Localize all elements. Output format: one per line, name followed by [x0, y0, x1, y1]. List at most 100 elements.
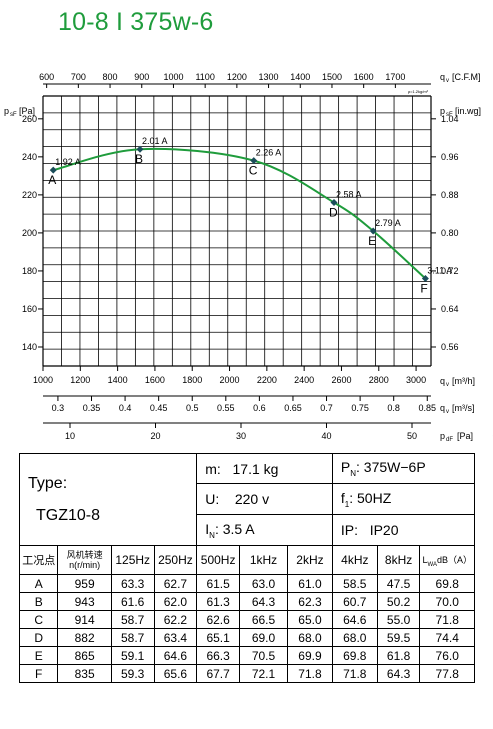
ip-cell: IP: IP20	[331, 514, 476, 546]
table-header-row: 工况点 风机转速 n(r/min) 125Hz 250Hz 500Hz 1kHz…	[18, 545, 475, 575]
table-cell: 50.2	[376, 592, 421, 611]
table-cell: 65.6	[153, 664, 198, 683]
bottom-axis-tick-label: 1400	[108, 375, 128, 385]
table-cell: 61.6	[110, 592, 155, 611]
table-cell: 62.6	[196, 610, 240, 629]
top-axis-tick-label: 1000	[163, 72, 183, 82]
table-cell: 63.0	[238, 574, 289, 593]
table-cell: 71.8	[331, 664, 378, 683]
right-axis-tick-label: 0.72	[441, 266, 459, 276]
operating-point	[421, 275, 429, 283]
top-axis-tick-label: 600	[39, 72, 54, 82]
bottom-axis-tick-label: 2200	[257, 375, 277, 385]
point-current-label: 3.11 A	[427, 266, 452, 276]
m3s-axis-tick-label: 0.7	[320, 403, 333, 413]
top-axis-unit: [C.F.M]	[452, 72, 481, 82]
table-cell: 74.4	[419, 628, 475, 647]
table-cell: 69.9	[287, 646, 333, 665]
table-cell: 835	[57, 664, 112, 683]
table-cell: 66.3	[196, 646, 240, 665]
right-axis-tick-label: 1.04	[441, 114, 459, 124]
table-row: C 914 58.7 62.2 62.6 66.5 65.0 64.6 55.0 71.8	[18, 610, 475, 629]
table-cell: 59.3	[110, 664, 155, 683]
top-axis-tick-label: 1200	[227, 72, 247, 82]
point-current-label: 1.92 A	[55, 157, 81, 167]
top-axis-tick-label: 1500	[322, 72, 342, 82]
pdf-axis-tick-label: 30	[236, 431, 246, 441]
col-header-125hz: 125Hz	[110, 545, 155, 575]
bottom-axis-tick-label: 2000	[220, 375, 240, 385]
point-letter-label: B	[135, 152, 143, 166]
col-header-4khz: 4kHz	[331, 545, 378, 575]
bottom-axis-tick-label: 2600	[331, 375, 351, 385]
m3s-axis-tick-label: 0.8	[387, 403, 400, 413]
col-header-speed-line2: n(r/min)	[69, 560, 101, 570]
voltage-value: 220 v	[234, 491, 270, 507]
top-axis-tick-label: 800	[103, 72, 118, 82]
table-cell: 76.0	[419, 646, 475, 665]
col-header-lwa-main: L	[422, 554, 428, 565]
power-sub: N	[350, 468, 357, 478]
table-cell: 68.0	[287, 628, 333, 647]
table-row: A 959 63.3 62.7 61.5 63.0 61.0 58.5 47.5 69.8	[18, 574, 475, 593]
table-cell: 61.5	[196, 574, 240, 593]
table-cell: 865	[57, 646, 112, 665]
power-cell: PN: 375W−6P	[331, 453, 476, 484]
left-axis-tick-label: 240	[22, 152, 37, 162]
table-cell: 63.3	[110, 574, 155, 593]
col-header-1khz: 1kHz	[238, 545, 289, 575]
type-label: Type:	[28, 474, 68, 492]
left-axis-label-sub: sF	[10, 112, 17, 118]
operating-point	[330, 198, 338, 206]
bottom-axis-tick-label: 2800	[369, 375, 389, 385]
type-cell: Type: TGZ10-8	[18, 453, 198, 546]
point-letter-label: C	[249, 164, 258, 178]
bottom-axis-tick-label: 1600	[145, 375, 165, 385]
row-point-cell: F	[18, 664, 59, 683]
right-axis-tick-label: 0.80	[441, 228, 459, 238]
top-axis-tick-label: 1700	[385, 72, 405, 82]
bottom-axis-label: q	[440, 376, 445, 386]
m3s-axis-tick-label: 0.5	[186, 403, 199, 413]
table-cell: 58.7	[110, 610, 155, 629]
table-cell: 69.0	[238, 628, 289, 647]
bottom-axis-tick-label: 1000	[33, 375, 53, 385]
row-point-cell: A	[18, 574, 59, 593]
current-value: : 3.5 A	[214, 520, 255, 537]
table-cell: 71.8	[419, 610, 475, 629]
table-cell: 69.8	[419, 574, 475, 593]
right-axis-tick-label: 0.56	[441, 342, 459, 352]
point-current-label: 2.79 A	[375, 218, 401, 228]
m3s-axis-unit: [m³/s]	[452, 403, 475, 413]
bottom-axis-tick-label: 1800	[182, 375, 202, 385]
top-axis-tick-label: 700	[71, 72, 86, 82]
frequency-cell: f1: 50HZ	[331, 483, 476, 515]
left-axis-tick-label: 180	[22, 266, 37, 276]
table-cell: 47.5	[376, 574, 421, 593]
spec-table: Type: TGZ10-8 m: 17.1 kg PN: 375W−6P U: …	[18, 453, 476, 683]
table-cell: 66.5	[238, 610, 289, 629]
power-label: P	[340, 459, 351, 476]
left-axis-label: p	[4, 106, 9, 116]
bottom-axis-tick-label: 3000	[406, 375, 426, 385]
table-cell: 882	[57, 628, 112, 647]
row-point-cell: C	[18, 610, 59, 629]
table-cell: 62.3	[287, 592, 333, 611]
row-point-cell: D	[18, 628, 59, 647]
current-cell: IN: 3.5 A	[196, 514, 333, 546]
voltage-label: U:	[205, 491, 220, 507]
point-current-label: 2.26 A	[256, 148, 282, 158]
table-cell: 59.5	[376, 628, 421, 647]
table-row: D 882 58.7 63.4 65.1 69.0 68.0 68.0 59.5 74.4	[18, 628, 475, 647]
ip-label: IP:	[340, 522, 359, 538]
table-row: E 865 59.1 64.6 66.3 70.5 69.9 69.8 61.8 76.0	[18, 646, 475, 665]
left-axis-tick-label: 160	[22, 304, 37, 314]
left-axis-tick-label: 260	[22, 114, 37, 124]
operating-point	[250, 157, 258, 165]
table-row: F 835 59.3 65.6 67.7 72.1 71.8 71.8 64.3 77.8	[18, 664, 475, 683]
col-header-lwa-rest: dB（A）	[436, 554, 472, 565]
m3s-axis-tick-label: 0.4	[119, 403, 132, 413]
table-cell: 58.5	[331, 574, 378, 593]
left-axis-tick-label: 220	[22, 190, 37, 200]
power-value: : 375W−6P	[356, 459, 426, 476]
